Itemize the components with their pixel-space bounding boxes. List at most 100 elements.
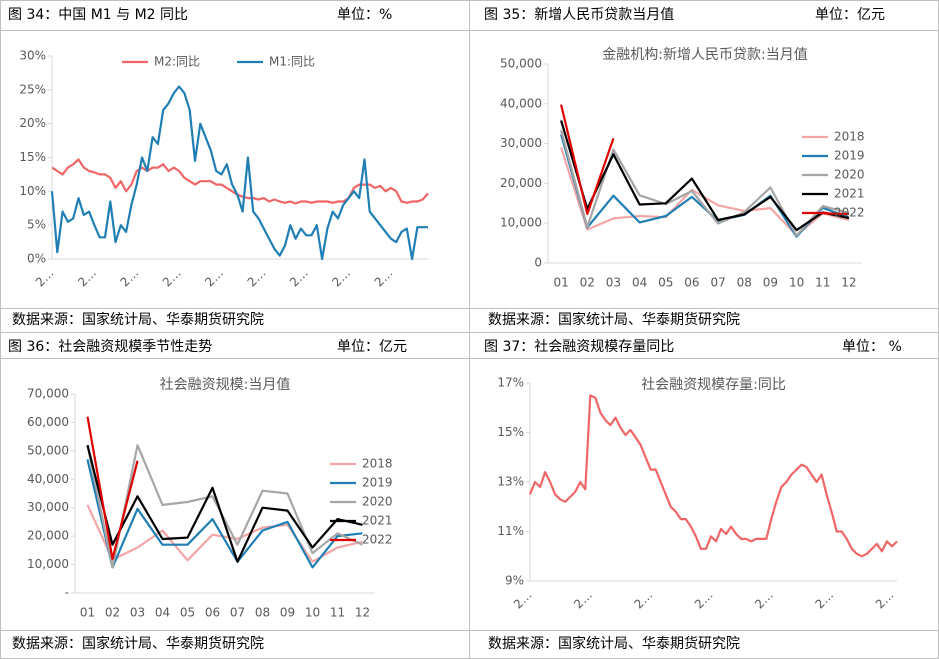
y-tick-label: 5%	[27, 218, 46, 232]
panel-heading: 图 34：中国 M1 与 M2 同比	[8, 7, 188, 23]
x-tick-label: 2…	[75, 266, 99, 290]
y-tick-label: 40,000	[27, 472, 69, 486]
y-tick-label: -	[65, 586, 69, 600]
legend-label: 2018	[362, 457, 393, 471]
x-tick-label: 03	[130, 606, 145, 620]
legend-label: 2019	[362, 476, 393, 490]
panel-unit: 单位：亿元	[337, 339, 407, 355]
x-tick-label: 08	[737, 276, 752, 290]
panel-heading: 图 36：社会融资规模季节性走势	[8, 339, 212, 355]
legend-label: 2022	[834, 206, 865, 220]
x-tick-label: 2…	[372, 266, 396, 290]
x-tick-label: 2…	[33, 266, 57, 290]
x-tick-label: 01	[80, 606, 95, 620]
y-tick-label: 70,000	[27, 387, 69, 401]
x-tick-label: 2…	[245, 266, 269, 290]
y-tick-label: 15%	[497, 425, 524, 439]
y-tick-label: 20,000	[27, 529, 69, 543]
y-tick-label: 10,000	[27, 557, 69, 571]
x-tick-label: 12	[355, 606, 370, 620]
legend-label: 2018	[834, 130, 865, 144]
x-tick-label: 09	[763, 276, 778, 290]
x-tick-label: 10	[305, 606, 320, 620]
panel-heading: 图 37：社会融资规模存量同比	[484, 339, 674, 355]
series-line	[560, 147, 850, 237]
y-tick-label: 25%	[19, 82, 46, 96]
y-tick-label: 20,000	[500, 176, 542, 190]
legend-label: 2020	[834, 168, 865, 182]
x-tick-label: 01	[553, 276, 568, 290]
x-tick-label: 11	[815, 276, 830, 290]
y-tick-label: 17%	[497, 376, 524, 390]
y-tick-label: 50,000	[500, 57, 542, 71]
x-tick-label: 2…	[118, 266, 142, 290]
chart-title: 社会融资规模存量:同比	[641, 377, 786, 393]
x-tick-label: 2…	[511, 588, 535, 612]
x-tick-label: 11	[330, 606, 345, 620]
series-line	[86, 444, 363, 569]
x-tick-label: 2…	[571, 588, 595, 612]
x-tick-label: 08	[255, 606, 270, 620]
y-tick-label: 30%	[19, 49, 46, 63]
x-tick-label: 04	[632, 276, 647, 290]
series-line	[560, 129, 850, 237]
y-tick-label: 0%	[27, 252, 46, 266]
x-tick-label: 12	[841, 276, 856, 290]
x-tick-label: 2…	[287, 266, 311, 290]
x-tick-label: 2…	[329, 266, 353, 290]
x-tick-label: 2…	[873, 588, 897, 612]
x-tick-label: 06	[684, 276, 699, 290]
y-tick-label: 0	[534, 256, 542, 270]
series-line	[86, 459, 363, 569]
series-line	[86, 416, 139, 560]
panel-source: 数据来源：国家统计局、华泰期货研究院	[488, 311, 740, 328]
panel-unit: 单位： %	[842, 339, 902, 355]
legend-label: 2019	[834, 149, 865, 163]
legend-label: M1:同比	[269, 55, 315, 69]
y-tick-label: 30,000	[27, 500, 69, 514]
panel-source: 数据来源：国家统计局、华泰期货研究院	[12, 311, 264, 328]
legend-label: M2:同比	[154, 55, 200, 69]
x-tick-label: 2…	[752, 588, 776, 612]
x-tick-label: 07	[230, 606, 245, 620]
panel-source: 数据来源：国家统计局、华泰期货研究院	[488, 635, 740, 652]
panel-heading: 图 35：新增人民币贷款当月值	[484, 7, 674, 23]
y-tick-label: 10%	[19, 184, 46, 198]
x-tick-label: 06	[205, 606, 220, 620]
x-tick-label: 02	[580, 276, 595, 290]
legend-label: 2021	[834, 187, 865, 201]
panel-source: 数据来源：国家统计局、华泰期货研究院	[12, 635, 264, 652]
y-tick-label: 20%	[19, 116, 46, 130]
y-tick-label: 40,000	[500, 96, 542, 110]
x-tick-label: 03	[606, 276, 621, 290]
panel-unit: 单位：%	[337, 7, 392, 23]
x-tick-label: 04	[155, 606, 170, 620]
x-tick-label: 05	[658, 276, 673, 290]
series-line	[86, 444, 363, 563]
series-line	[50, 85, 428, 261]
x-tick-label: 09	[280, 606, 295, 620]
x-tick-label: 2…	[812, 588, 836, 612]
y-tick-label: 60,000	[27, 415, 69, 429]
legend-label: 2022	[362, 533, 393, 547]
series-line	[528, 394, 898, 558]
x-tick-label: 10	[789, 276, 804, 290]
series-line	[86, 504, 363, 563]
x-tick-label: 2…	[631, 588, 655, 612]
x-tick-label: 2…	[202, 266, 226, 290]
x-tick-label: 2…	[160, 266, 184, 290]
x-tick-label: 05	[180, 606, 195, 620]
series-line	[51, 158, 429, 205]
y-tick-label: 10,000	[500, 216, 542, 230]
y-tick-label: 50,000	[27, 443, 69, 457]
chart-title: 金融机构:新增人民币贷款:当月值	[602, 47, 807, 63]
legend-label: 2021	[362, 514, 393, 528]
panel-unit: 单位：亿元	[815, 7, 885, 23]
y-tick-label: 9%	[505, 574, 524, 588]
x-tick-label: 2…	[692, 588, 716, 612]
y-tick-label: 11%	[497, 524, 524, 538]
y-tick-label: 13%	[497, 475, 524, 489]
y-tick-label: 30,000	[500, 136, 542, 150]
